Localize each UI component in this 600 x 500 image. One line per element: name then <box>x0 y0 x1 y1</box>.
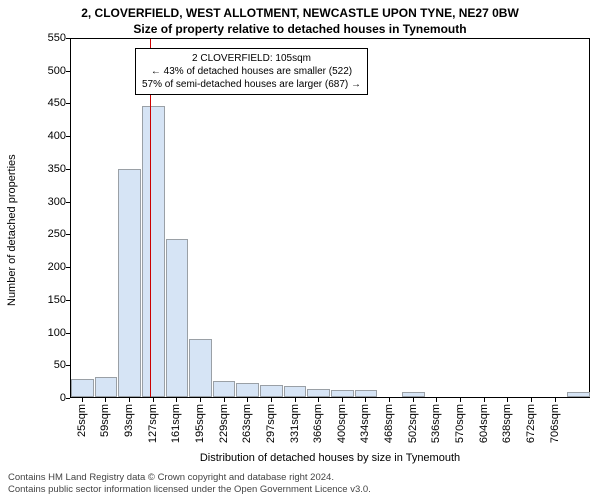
histogram-bar <box>284 386 307 397</box>
y-tick: 400 <box>36 130 66 142</box>
y-tick: 350 <box>36 163 66 175</box>
x-tick: 195sqm <box>194 404 206 443</box>
x-tick: 706sqm <box>549 404 561 443</box>
y-tick: 250 <box>36 228 66 240</box>
histogram-bar <box>355 390 378 397</box>
page-title-subtitle: Size of property relative to detached ho… <box>8 22 592 36</box>
histogram-bar <box>142 106 165 397</box>
histogram-bar <box>331 390 354 397</box>
histogram-bar <box>166 239 189 397</box>
histogram-bar <box>567 392 590 397</box>
histogram-bar <box>118 169 141 397</box>
y-tick: 0 <box>36 392 66 404</box>
histogram-bar <box>213 381 236 397</box>
annotation-line2: ← 43% of detached houses are smaller (52… <box>142 65 361 78</box>
y-axis-label: Number of detached properties <box>6 154 18 306</box>
y-tick: 100 <box>36 327 66 339</box>
plot-area: 2 CLOVERFIELD: 105sqm ← 43% of detached … <box>70 38 590 398</box>
x-tick: 229sqm <box>218 404 230 443</box>
x-tick: 672sqm <box>525 404 537 443</box>
x-tick: 331sqm <box>289 404 301 443</box>
histogram-bar <box>307 389 330 397</box>
y-tick: 150 <box>36 294 66 306</box>
annotation-line3: 57% of semi-detached houses are larger (… <box>142 78 361 91</box>
x-tick: 59sqm <box>99 404 111 437</box>
y-tick: 450 <box>36 97 66 109</box>
y-tick: 550 <box>36 32 66 44</box>
x-tick: 468sqm <box>383 404 395 443</box>
x-tick: 604sqm <box>478 404 490 443</box>
x-axis: 25sqm 59sqm 93sqm 127sqm 161sqm 195sqm 229sqm 2… <box>70 400 590 452</box>
attribution-footer: Contains HM Land Registry data © Crown c… <box>8 472 371 496</box>
x-tick: 263sqm <box>241 404 253 443</box>
x-tick: 400sqm <box>336 404 348 443</box>
y-tick: 500 <box>36 65 66 77</box>
histogram-bar <box>260 385 283 397</box>
x-tick: 93sqm <box>123 404 135 437</box>
footer-line2: Contains public sector information licen… <box>8 484 371 496</box>
y-tick: 50 <box>36 359 66 371</box>
x-tick: 536sqm <box>430 404 442 443</box>
x-tick: 127sqm <box>147 404 159 443</box>
annotation-box: 2 CLOVERFIELD: 105sqm ← 43% of detached … <box>135 48 368 95</box>
histogram-bar <box>236 383 259 397</box>
histogram-bar <box>402 392 425 397</box>
footer-line1: Contains HM Land Registry data © Crown c… <box>8 472 371 484</box>
y-tick: 300 <box>36 196 66 208</box>
x-tick: 297sqm <box>265 404 277 443</box>
page-title-address: 2, CLOVERFIELD, WEST ALLOTMENT, NEWCASTL… <box>8 6 592 20</box>
x-tick: 161sqm <box>170 404 182 443</box>
histogram-bar <box>95 377 118 397</box>
histogram-bar <box>71 379 94 397</box>
x-axis-label: Distribution of detached houses by size … <box>70 452 590 464</box>
x-tick: 638sqm <box>501 404 513 443</box>
x-tick: 25sqm <box>76 404 88 437</box>
annotation-line1: 2 CLOVERFIELD: 105sqm <box>142 52 361 65</box>
x-tick: 366sqm <box>312 404 324 443</box>
y-axis: 050100150200250300350400450500550 <box>36 38 66 398</box>
x-tick: 434sqm <box>359 404 371 443</box>
x-tick: 502sqm <box>407 404 419 443</box>
y-tick: 200 <box>36 261 66 273</box>
x-tick: 570sqm <box>454 404 466 443</box>
histogram-chart: Number of detached properties 0 50 100 150 2… <box>8 38 592 454</box>
histogram-bar <box>189 339 212 397</box>
